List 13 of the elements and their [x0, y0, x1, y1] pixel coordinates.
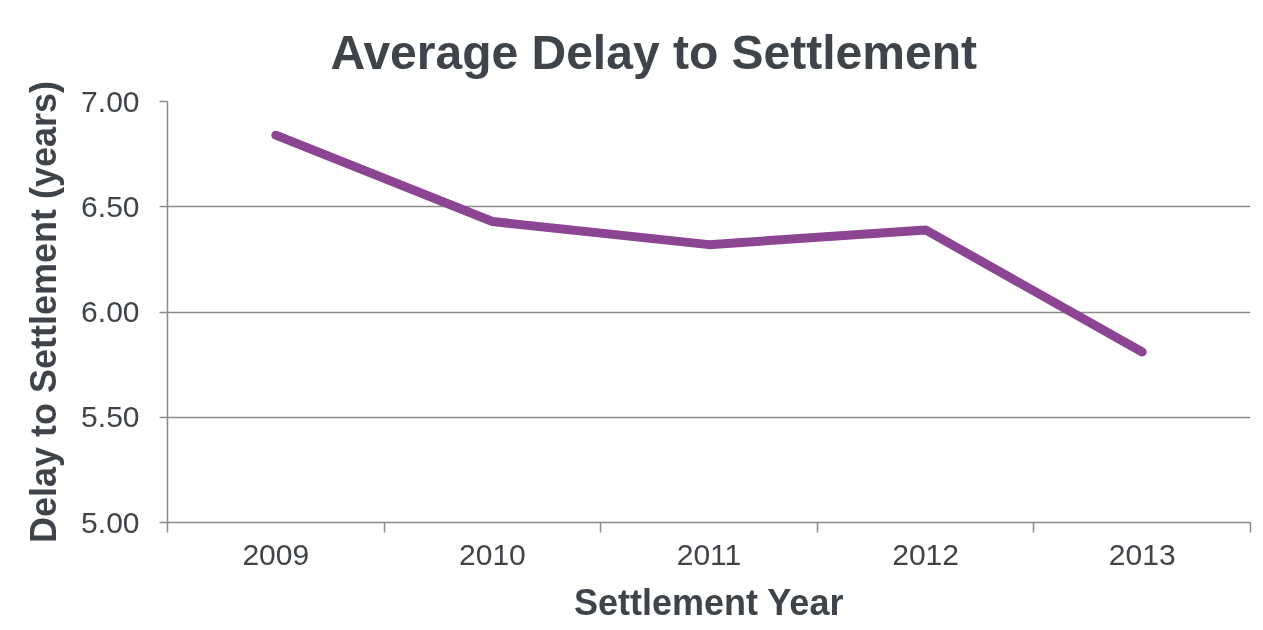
x-tick-label: 2012: [892, 537, 959, 571]
y-axis-title: Delay to Settlement (years): [23, 80, 65, 544]
x-axis-title: Settlement Year: [573, 581, 844, 623]
y-tick-label: 7.00: [81, 84, 140, 118]
chart-title: Average Delay to Settlement: [330, 25, 977, 79]
y-tick-label: 6.00: [81, 295, 140, 328]
x-tick-label: 2011: [676, 537, 742, 571]
x-tick-label: 2010: [459, 537, 526, 571]
y-tick-label: 5.00: [81, 505, 140, 539]
x-tick-label: 2009: [242, 537, 310, 571]
x-tick-label: 2013: [1108, 537, 1176, 571]
y-tick-label: 5.50: [81, 400, 140, 434]
y-tick-label: 6.50: [81, 189, 140, 223]
